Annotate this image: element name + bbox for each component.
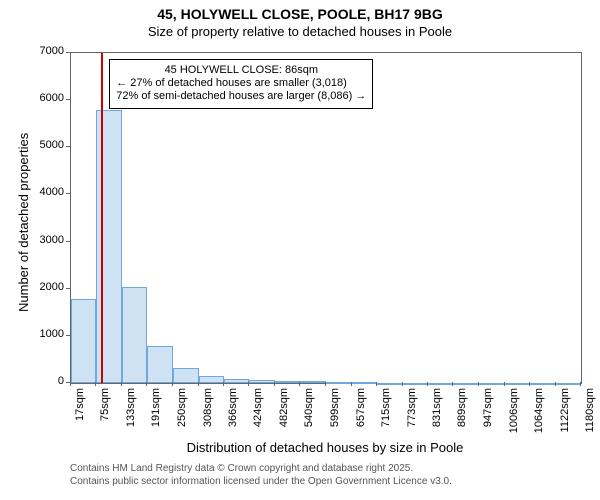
x-tick-label: 1064sqm (533, 388, 545, 438)
x-tick-mark (555, 382, 556, 386)
x-tick-mark (402, 382, 403, 386)
histogram-bar (377, 383, 402, 385)
x-tick-mark (95, 382, 96, 386)
y-tick-label: 5000 (24, 139, 64, 151)
histogram-bar (479, 383, 505, 385)
x-tick-label: 308sqm (202, 388, 214, 438)
plot-area: 45 HOLYWELL CLOSE: 86sqm← 27% of detache… (70, 52, 582, 384)
y-tick-label: 1000 (24, 328, 64, 340)
x-axis-label: Distribution of detached houses by size … (70, 440, 580, 455)
x-tick-mark (70, 382, 71, 386)
credits-line-1: Contains HM Land Registry data © Crown c… (70, 462, 452, 475)
histogram-bar (453, 383, 478, 385)
y-tick-label: 7000 (24, 45, 64, 57)
x-tick-label: 482sqm (278, 388, 290, 438)
x-tick-label: 191sqm (150, 388, 162, 438)
histogram-bar (249, 380, 274, 383)
histogram-bar (505, 383, 530, 385)
x-tick-mark (529, 382, 530, 386)
y-tick-mark (66, 99, 70, 100)
x-tick-label: 831sqm (431, 388, 443, 438)
y-tick-mark (66, 146, 70, 147)
histogram-bar (122, 287, 147, 383)
y-tick-label: 0 (24, 375, 64, 387)
histogram-bar (403, 383, 428, 385)
chart-container: 45, HOLYWELL CLOSE, POOLE, BH17 9BG Size… (0, 0, 600, 500)
histogram-bar (428, 383, 453, 385)
histogram-bar (352, 382, 377, 384)
annotation-line-1: 45 HOLYWELL CLOSE: 86sqm (116, 64, 366, 77)
x-tick-label: 1006sqm (508, 388, 520, 438)
y-tick-mark (66, 335, 70, 336)
y-tick-label: 4000 (24, 186, 64, 198)
x-tick-mark (121, 382, 122, 386)
credits-text: Contains HM Land Registry data © Crown c… (70, 462, 452, 488)
x-tick-mark (223, 382, 224, 386)
x-tick-mark (504, 382, 505, 386)
histogram-bar (275, 381, 300, 383)
x-tick-mark (172, 382, 173, 386)
x-tick-mark (274, 382, 275, 386)
chart-subtitle: Size of property relative to detached ho… (0, 24, 600, 39)
x-tick-label: 17sqm (74, 388, 86, 438)
histogram-bar (224, 379, 249, 383)
x-tick-label: 1180sqm (584, 388, 596, 438)
x-tick-mark (452, 382, 453, 386)
histogram-bar (199, 376, 224, 383)
annotation-line-2: ← 27% of detached houses are smaller (3,… (116, 77, 366, 90)
histogram-bar (71, 299, 96, 383)
x-tick-label: 540sqm (303, 388, 315, 438)
x-tick-label: 133sqm (125, 388, 137, 438)
x-tick-label: 366sqm (227, 388, 239, 438)
histogram-bar (96, 110, 121, 383)
x-tick-label: 889sqm (456, 388, 468, 438)
y-tick-mark (66, 193, 70, 194)
property-marker-line (101, 53, 103, 383)
x-tick-label: 424sqm (252, 388, 264, 438)
x-tick-label: 599sqm (329, 388, 341, 438)
x-tick-label: 715sqm (380, 388, 392, 438)
x-tick-mark (580, 382, 581, 386)
x-tick-mark (376, 382, 377, 386)
histogram-bar (147, 346, 173, 383)
x-tick-mark (478, 382, 479, 386)
x-tick-mark (325, 382, 326, 386)
x-tick-label: 250sqm (176, 388, 188, 438)
x-tick-mark (351, 382, 352, 386)
annotation-line-3: 72% of semi-detached houses are larger (… (116, 90, 366, 103)
annotation-box: 45 HOLYWELL CLOSE: 86sqm← 27% of detache… (109, 59, 373, 109)
histogram-bar (530, 383, 555, 385)
credits-line-2: Contains public sector information licen… (70, 475, 452, 488)
x-tick-label: 75sqm (99, 388, 111, 438)
y-tick-label: 2000 (24, 281, 64, 293)
x-tick-label: 947sqm (482, 388, 494, 438)
y-tick-mark (66, 288, 70, 289)
chart-title: 45, HOLYWELL CLOSE, POOLE, BH17 9BG (0, 0, 600, 22)
x-tick-mark (198, 382, 199, 386)
x-tick-mark (299, 382, 300, 386)
x-tick-label: 1122sqm (559, 388, 571, 438)
histogram-bar (556, 383, 581, 385)
y-tick-label: 3000 (24, 234, 64, 246)
x-tick-mark (427, 382, 428, 386)
histogram-bar (326, 382, 351, 384)
histogram-bar (173, 368, 198, 383)
x-tick-mark (248, 382, 249, 386)
histogram-bar (300, 381, 326, 383)
y-tick-mark (66, 241, 70, 242)
y-tick-mark (66, 52, 70, 53)
x-tick-mark (146, 382, 147, 386)
y-tick-label: 6000 (24, 92, 64, 104)
x-tick-label: 657sqm (355, 388, 367, 438)
x-tick-label: 773sqm (406, 388, 418, 438)
